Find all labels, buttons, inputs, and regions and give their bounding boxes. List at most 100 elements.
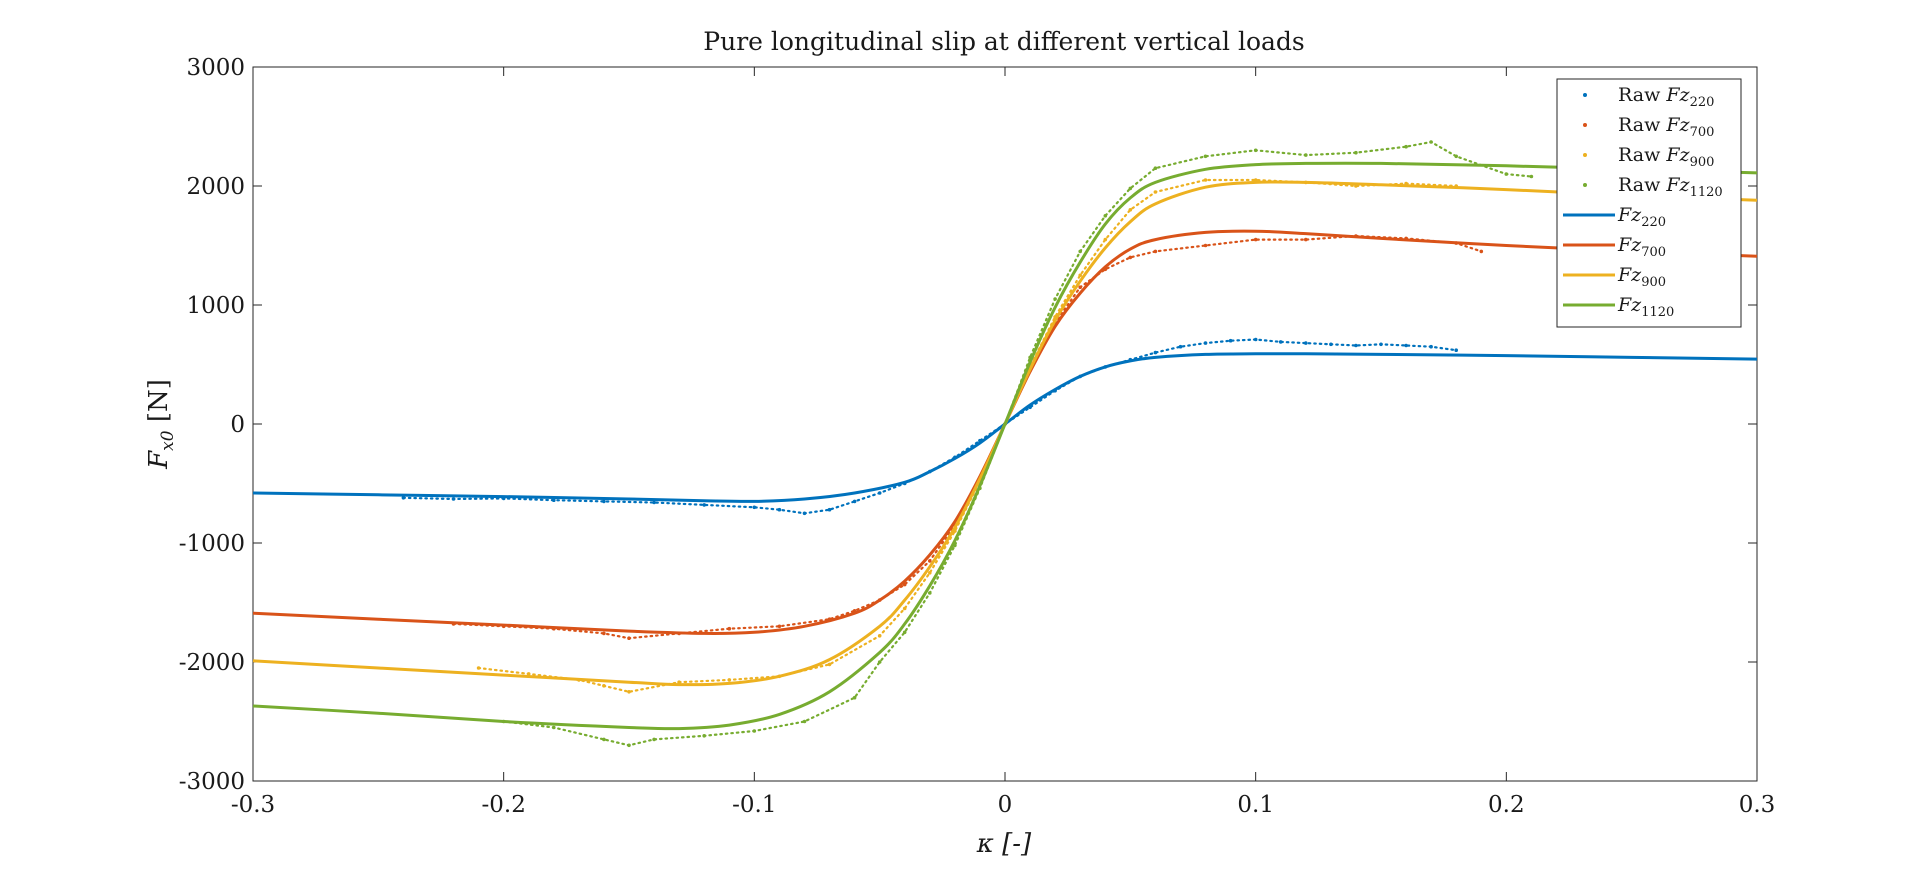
raw-point	[1153, 166, 1158, 170]
raw-point	[1103, 214, 1108, 218]
raw-point	[777, 624, 782, 629]
fit-curves-layer	[252, 161, 1758, 731]
raw-point	[1379, 342, 1383, 347]
raw-point	[476, 666, 481, 670]
raw-point	[1203, 178, 1208, 182]
raw-point	[1304, 153, 1308, 157]
raw-point	[627, 690, 631, 694]
raw-point	[552, 498, 556, 503]
raw-point	[1203, 243, 1208, 248]
legend-label-prefix: Raw	[1618, 114, 1666, 136]
raw-point	[1253, 148, 1258, 153]
raw-point	[1304, 341, 1308, 345]
raw-point	[652, 737, 656, 742]
x-tick-label: 0.1	[1237, 792, 1274, 818]
raw-point	[877, 660, 882, 664]
raw-point	[752, 729, 757, 733]
raw-trace	[452, 234, 1483, 640]
raw-point	[1153, 190, 1158, 194]
raw-point	[627, 743, 631, 748]
fit-curve-220	[252, 352, 1758, 503]
raw-point	[1329, 342, 1333, 347]
legend-label-main: Fz	[1617, 234, 1642, 256]
legend-item-raw-900: Raw Fz900	[1583, 144, 1714, 170]
y-axis-label-main: F	[144, 450, 174, 470]
raw-point	[1128, 208, 1133, 212]
raw-point	[1078, 249, 1082, 254]
y-tick-label: 2000	[186, 174, 245, 200]
raw-point	[1128, 186, 1133, 191]
raw-point	[827, 507, 832, 512]
raw-point	[1153, 350, 1158, 355]
legend-marker	[1583, 183, 1587, 187]
raw-point	[827, 662, 832, 667]
raw-point	[652, 500, 656, 505]
raw-point	[702, 734, 706, 738]
raw-point	[1053, 297, 1057, 301]
x-tick-label: -0.3	[231, 792, 275, 818]
raw-point	[727, 678, 732, 682]
x-tick-label: -0.1	[732, 792, 776, 818]
legend-label-main: Fz	[1617, 204, 1642, 226]
raw-point	[1078, 285, 1082, 290]
raw-point	[1429, 344, 1433, 349]
legend-label-main: Fz	[1665, 144, 1690, 166]
legend-label-subscript: 1120	[1641, 305, 1674, 320]
raw-point	[1354, 343, 1358, 348]
y-tick-label: 0	[230, 412, 245, 438]
raw-point	[1203, 154, 1208, 159]
x-tick-label: -0.2	[481, 792, 525, 818]
y-tick-label: -1000	[179, 531, 245, 557]
y-tick-label: -3000	[179, 769, 245, 795]
raw-point	[777, 507, 782, 512]
legend-item-1120: Fz1120	[1563, 294, 1674, 320]
legend-label: Raw Fz220	[1618, 84, 1714, 110]
raw-point	[877, 634, 882, 638]
legend-label-main: Fz	[1617, 294, 1642, 316]
legend-label: Fz900	[1617, 264, 1666, 290]
legend-item-700: Fz700	[1563, 234, 1666, 260]
raw-point	[802, 511, 807, 516]
legend-item-raw-700: Raw Fz700	[1583, 114, 1714, 140]
raw-point	[1153, 249, 1158, 254]
legend-label: Fz700	[1617, 234, 1666, 260]
legend-item-900: Fz900	[1563, 264, 1666, 290]
raw-point	[1354, 150, 1358, 155]
raw-point	[852, 499, 857, 504]
raw-point	[1404, 144, 1408, 149]
raw-point	[928, 591, 932, 595]
y-axis: -3000 -2000 -1000 0 1000 2000 3000	[179, 55, 1757, 795]
legend-label-prefix: Raw	[1618, 144, 1666, 166]
raw-point	[1253, 237, 1258, 242]
x-tick-label: 0.3	[1739, 792, 1776, 818]
raw-point	[752, 505, 757, 510]
legend-marker	[1583, 93, 1587, 97]
legend-label-subscript: 700	[1690, 125, 1715, 140]
legend-label: Fz220	[1617, 204, 1666, 230]
raw-point	[627, 636, 631, 640]
legend-item-raw-1120: Raw Fz1120	[1583, 174, 1723, 200]
legend-label-subscript: 1120	[1690, 185, 1723, 200]
raw-point	[1479, 249, 1484, 254]
legend-label-main: Fz	[1665, 174, 1690, 196]
raw-point	[1078, 273, 1082, 278]
raw-point	[1103, 237, 1108, 242]
legend-box	[1556, 78, 1742, 328]
legend-item-220: Fz220	[1563, 204, 1666, 230]
legend-label-subscript: 900	[1641, 275, 1666, 290]
legend-marker	[1583, 123, 1587, 127]
x-axis-label: κ [-]	[976, 829, 1032, 859]
raw-point	[1178, 344, 1183, 349]
x-tick-label: 0	[998, 792, 1013, 818]
raw-point	[1504, 172, 1509, 176]
raw-point	[602, 499, 606, 504]
raw-point	[928, 559, 932, 563]
legend-label-main: Fz	[1665, 84, 1690, 106]
raw-point	[602, 631, 606, 636]
legend-item-raw-220: Raw Fz220	[1583, 84, 1714, 110]
y-tick-label: -2000	[179, 650, 245, 676]
raw-point	[1429, 140, 1433, 144]
legend-label-subscript: 700	[1641, 245, 1666, 260]
raw-point	[928, 571, 932, 575]
